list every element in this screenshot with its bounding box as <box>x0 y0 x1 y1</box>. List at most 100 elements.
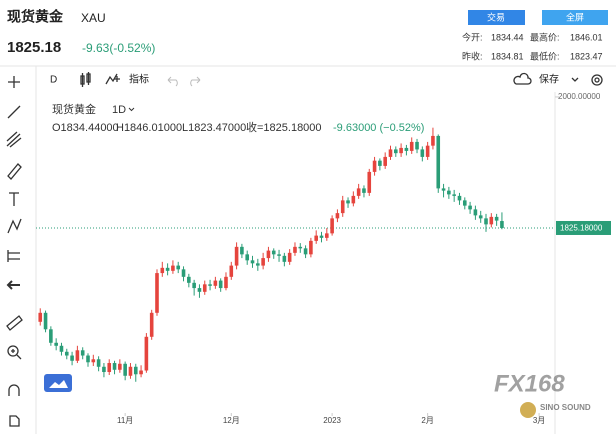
candle-body <box>293 246 297 253</box>
candle-body <box>415 141 419 150</box>
lock-tool[interactable] <box>9 415 20 427</box>
candle-body <box>59 345 64 352</box>
candle-body <box>409 141 414 151</box>
interval-button[interactable]: D <box>50 75 57 86</box>
fib-tool[interactable] <box>6 131 22 148</box>
stat-value: 1823.47 <box>570 51 603 61</box>
settings-button-center <box>594 77 600 83</box>
candle-body <box>107 363 112 373</box>
candle-body <box>367 171 372 193</box>
fullscreen-button[interactable] <box>542 10 608 25</box>
candle-body <box>70 355 74 361</box>
line-tool[interactable] <box>7 105 21 119</box>
candle-body <box>224 276 228 289</box>
legend-ohlc: -9.63000 (−0.52%) <box>333 122 424 134</box>
candle-body <box>404 147 409 151</box>
save-dropdown[interactable] <box>571 77 579 82</box>
settings-button[interactable] <box>591 74 603 86</box>
save-button[interactable]: 保存 <box>539 73 559 86</box>
price: 1825.18 <box>7 39 61 56</box>
candle-body <box>75 350 80 361</box>
candle-body <box>218 280 223 289</box>
magnet-tool[interactable] <box>8 384 20 396</box>
zoom-tool[interactable] <box>7 345 19 357</box>
candle-body <box>500 221 504 228</box>
candle-body <box>478 215 483 219</box>
candle-body <box>473 209 478 216</box>
legend-ohlc: O1834.44000 <box>52 122 119 134</box>
candle-body <box>298 246 303 249</box>
fullscreen-button-label[interactable]: 全屏 <box>566 11 584 22</box>
x-tick-label: 11月 <box>117 416 133 425</box>
candle-body <box>240 246 244 255</box>
candle-body <box>155 273 159 313</box>
candle-body <box>346 200 350 204</box>
x-tick-label: 3月 <box>533 416 545 425</box>
logo-badge[interactable] <box>44 374 72 392</box>
candle-body <box>256 263 260 266</box>
candle-body <box>208 284 212 286</box>
candle-body <box>144 336 149 371</box>
candle-body <box>234 246 239 266</box>
legend-ohlc: H1846.01000 <box>116 122 182 134</box>
candle-body <box>393 149 398 154</box>
legend-dropdown[interactable] <box>128 107 135 112</box>
logo-mark <box>49 380 68 388</box>
candle-body <box>388 149 393 157</box>
candle-body <box>303 248 308 255</box>
x-tick-label: 2023 <box>323 416 341 425</box>
candle-body <box>372 160 377 172</box>
candle-body <box>457 195 462 201</box>
brush-tool[interactable] <box>7 163 22 180</box>
candle-body <box>171 265 175 271</box>
indicator-icon[interactable] <box>105 73 120 85</box>
cloud-icon[interactable] <box>513 72 532 85</box>
back-tool[interactable] <box>6 280 20 290</box>
redo-button[interactable] <box>190 76 201 87</box>
candle-body <box>468 205 472 210</box>
candle-body <box>149 312 154 337</box>
stat-label: 昨收: <box>462 50 483 61</box>
candle-body <box>362 188 366 193</box>
candle-body <box>425 145 430 157</box>
y-tick-label: 2000.00000 <box>558 92 601 101</box>
candle-type-button[interactable] <box>80 72 91 87</box>
legend-ohlc: 收=1825.18000 <box>246 120 322 134</box>
candle-body <box>271 250 276 255</box>
candle-body <box>420 149 425 157</box>
stat-label: 最低价: <box>530 50 560 61</box>
candle-body <box>462 200 467 206</box>
indicator-button[interactable]: 指标 <box>129 73 149 86</box>
x-tick-label: 2月 <box>421 416 433 425</box>
candle-body <box>91 359 96 363</box>
stat-label: 最高价: <box>530 31 560 42</box>
candle-body <box>202 284 207 292</box>
candle-body <box>197 288 202 292</box>
candle-body <box>266 250 271 259</box>
legend-interval: 1D <box>112 104 126 116</box>
watermark-brand: FX168 <box>494 370 565 397</box>
candle-body <box>383 156 387 166</box>
candle-body <box>335 213 340 219</box>
candle-body <box>213 280 218 286</box>
measure-tool[interactable] <box>7 250 20 262</box>
last-price-label: 1825.18000 <box>560 224 603 233</box>
left-toolbar <box>6 76 23 427</box>
candle-body <box>356 188 361 196</box>
legend-ohlc: L1823.47000 <box>182 122 246 134</box>
crosshair-tool[interactable] <box>8 76 20 88</box>
pattern-tool[interactable] <box>7 218 22 234</box>
watermark-emblem <box>520 402 536 418</box>
ruler-tool[interactable] <box>6 315 23 331</box>
instrument-symbol: XAU <box>81 11 106 25</box>
trade-button-label[interactable]: 交易 <box>487 11 505 22</box>
candle-body <box>80 350 85 356</box>
candle-body <box>112 363 117 370</box>
candle-body <box>139 370 143 375</box>
undo-button[interactable] <box>167 76 178 87</box>
text-tool[interactable] <box>9 192 19 206</box>
trade-button[interactable] <box>468 10 525 25</box>
stat-label: 今开: <box>462 31 483 42</box>
candle-body <box>319 235 324 238</box>
